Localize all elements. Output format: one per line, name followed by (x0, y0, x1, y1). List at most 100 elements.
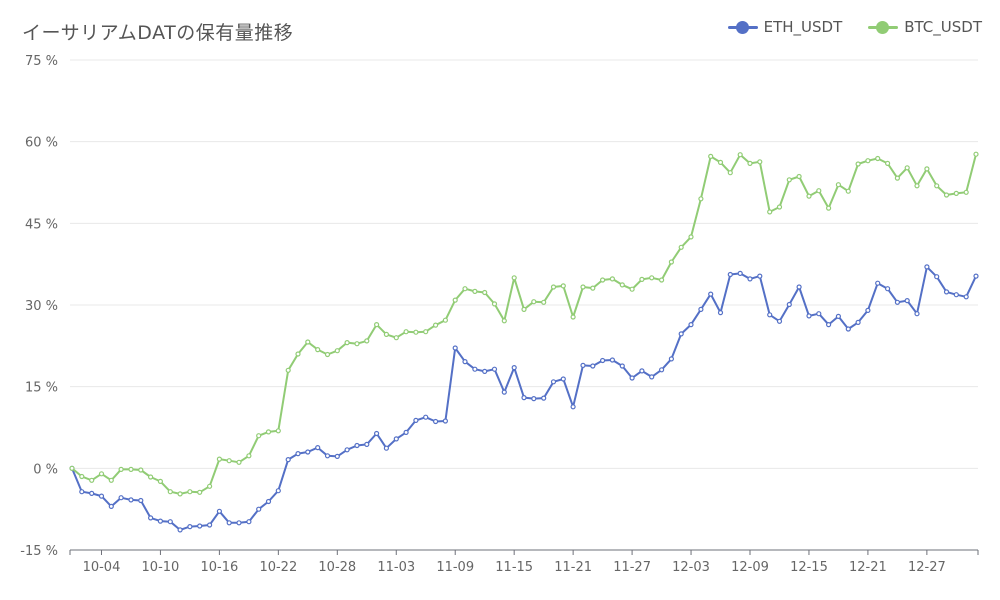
data-point[interactable] (924, 166, 930, 172)
data-point[interactable] (256, 433, 262, 439)
data-point[interactable] (197, 523, 203, 529)
data-point[interactable] (531, 396, 537, 402)
data-point[interactable] (521, 395, 527, 401)
data-point[interactable] (462, 359, 468, 365)
data-point[interactable] (403, 429, 409, 435)
data-point[interactable] (855, 161, 861, 167)
data-point[interactable] (658, 367, 665, 373)
data-point[interactable] (757, 273, 763, 279)
data-point[interactable] (442, 418, 448, 424)
data-point[interactable] (639, 276, 645, 282)
data-point[interactable] (973, 273, 979, 279)
data-point[interactable] (344, 340, 350, 346)
data-point[interactable] (904, 298, 910, 304)
data-point[interactable] (226, 458, 232, 464)
data-point[interactable] (698, 306, 704, 312)
data-point[interactable] (128, 466, 134, 472)
data-point[interactable] (118, 495, 124, 501)
data-point[interactable] (324, 351, 331, 358)
data-point[interactable] (256, 506, 262, 512)
data-point[interactable] (658, 277, 665, 283)
data-point[interactable] (806, 313, 812, 319)
data-point[interactable] (374, 430, 380, 437)
data-point[interactable] (786, 177, 792, 183)
data-point[interactable] (855, 319, 861, 325)
data-point[interactable] (344, 447, 350, 453)
data-point[interactable] (786, 301, 792, 308)
data-point[interactable] (98, 493, 105, 499)
data-point[interactable] (295, 451, 301, 457)
data-point[interactable] (727, 170, 733, 176)
data-point[interactable] (619, 363, 625, 369)
data-point[interactable] (207, 522, 213, 528)
data-point[interactable] (108, 477, 114, 483)
data-point[interactable] (875, 280, 881, 286)
data-point[interactable] (433, 418, 439, 425)
data-point[interactable] (894, 175, 901, 181)
data-point[interactable] (688, 234, 694, 240)
data-point[interactable] (89, 490, 95, 496)
data-point[interactable] (246, 519, 252, 525)
data-point[interactable] (796, 284, 802, 290)
data-point[interactable] (914, 311, 920, 317)
data-point[interactable] (393, 335, 399, 341)
data-point[interactable] (305, 339, 311, 345)
data-point[interactable] (560, 283, 566, 289)
data-point[interactable] (315, 347, 321, 353)
data-point[interactable] (334, 453, 340, 459)
data-point[interactable] (609, 276, 616, 282)
data-point[interactable] (354, 341, 360, 347)
data-point[interactable] (717, 159, 724, 165)
data-point[interactable] (894, 299, 901, 305)
data-point[interactable] (757, 159, 763, 165)
data-point[interactable] (511, 365, 517, 371)
data-point[interactable] (305, 449, 311, 455)
data-point[interactable] (678, 331, 684, 337)
data-point[interactable] (590, 363, 596, 369)
data-point[interactable] (708, 291, 714, 297)
data-point[interactable] (207, 483, 213, 489)
data-point[interactable] (236, 520, 242, 526)
data-point[interactable] (413, 329, 419, 335)
data-point[interactable] (698, 196, 704, 202)
data-point[interactable] (835, 313, 842, 319)
data-point[interactable] (619, 282, 625, 288)
data-point[interactable] (69, 465, 75, 471)
data-point[interactable] (177, 491, 183, 497)
data-point[interactable] (472, 366, 478, 372)
data-point[interactable] (737, 152, 743, 158)
data-point[interactable] (776, 318, 783, 324)
data-point[interactable] (433, 322, 439, 328)
data-point[interactable] (79, 489, 85, 495)
data-point[interactable] (590, 285, 596, 291)
data-point[interactable] (845, 326, 851, 332)
data-point[interactable] (187, 523, 193, 530)
data-point[interactable] (246, 453, 252, 459)
data-point[interactable] (629, 375, 635, 381)
data-point[interactable] (609, 357, 616, 363)
data-point[interactable] (413, 417, 419, 423)
data-point[interactable] (639, 368, 645, 374)
data-point[interactable] (884, 160, 891, 166)
data-point[interactable] (767, 312, 773, 318)
data-point[interactable] (884, 286, 891, 292)
data-point[interactable] (167, 489, 173, 495)
data-point[interactable] (157, 518, 163, 524)
data-point[interactable] (236, 459, 242, 465)
data-point[interactable] (904, 165, 910, 171)
data-point[interactable] (167, 519, 173, 525)
data-point[interactable] (285, 457, 291, 463)
data-point[interactable] (148, 474, 154, 480)
data-point[interactable] (374, 322, 380, 328)
data-point[interactable] (216, 508, 222, 514)
data-point[interactable] (865, 307, 871, 313)
data-point[interactable] (973, 151, 979, 157)
data-point[interactable] (364, 338, 370, 344)
data-point[interactable] (315, 445, 321, 451)
data-point[interactable] (275, 488, 281, 494)
data-point[interactable] (688, 322, 694, 328)
data-point[interactable] (953, 292, 959, 298)
data-point[interactable] (668, 356, 675, 362)
data-point[interactable] (354, 442, 360, 449)
data-point[interactable] (875, 155, 881, 162)
